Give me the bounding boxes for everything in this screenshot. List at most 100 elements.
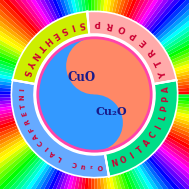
Text: A: A <box>32 132 40 140</box>
Wedge shape <box>94 55 189 94</box>
Circle shape <box>66 94 123 151</box>
Wedge shape <box>94 94 157 189</box>
Wedge shape <box>94 11 189 94</box>
Text: T: T <box>153 58 164 67</box>
Wedge shape <box>0 94 94 189</box>
Text: T: T <box>20 103 27 109</box>
Wedge shape <box>94 94 189 152</box>
Wedge shape <box>94 94 189 178</box>
Wedge shape <box>0 0 94 94</box>
Wedge shape <box>0 28 94 94</box>
Text: A: A <box>142 138 153 149</box>
Wedge shape <box>94 0 104 94</box>
Text: Cu₂O: Cu₂O <box>96 106 127 117</box>
Text: P: P <box>161 96 171 102</box>
Wedge shape <box>94 94 189 99</box>
Wedge shape <box>0 94 94 189</box>
Wedge shape <box>94 0 152 94</box>
Wedge shape <box>0 94 94 182</box>
Wedge shape <box>90 94 94 189</box>
Wedge shape <box>24 94 94 189</box>
Text: ₂: ₂ <box>90 163 93 169</box>
Wedge shape <box>0 80 94 94</box>
Wedge shape <box>0 19 94 94</box>
Wedge shape <box>94 0 189 94</box>
Wedge shape <box>94 94 161 189</box>
Text: A: A <box>161 86 171 93</box>
Wedge shape <box>80 94 94 189</box>
Wedge shape <box>94 94 186 189</box>
Wedge shape <box>94 94 189 119</box>
Wedge shape <box>94 60 189 94</box>
Wedge shape <box>24 0 94 94</box>
Wedge shape <box>94 94 189 138</box>
Circle shape <box>66 38 123 94</box>
Wedge shape <box>94 94 148 189</box>
Wedge shape <box>0 15 94 94</box>
Wedge shape <box>7 0 94 94</box>
Wedge shape <box>94 94 124 189</box>
Wedge shape <box>0 90 94 94</box>
Wedge shape <box>94 94 189 189</box>
Wedge shape <box>94 0 189 94</box>
Wedge shape <box>0 94 94 109</box>
Wedge shape <box>94 94 178 189</box>
Wedge shape <box>32 94 94 189</box>
Polygon shape <box>94 38 151 151</box>
Wedge shape <box>65 94 94 189</box>
Wedge shape <box>75 0 94 94</box>
Text: I: I <box>154 124 163 131</box>
Wedge shape <box>94 94 109 189</box>
Wedge shape <box>94 94 189 189</box>
Wedge shape <box>0 94 94 189</box>
Wedge shape <box>105 80 178 176</box>
Wedge shape <box>0 94 94 148</box>
Wedge shape <box>11 94 94 189</box>
Wedge shape <box>0 94 94 134</box>
Text: CuO: CuO <box>67 71 95 84</box>
Text: O: O <box>96 163 103 169</box>
Text: S: S <box>21 68 31 77</box>
Text: Y: Y <box>24 59 35 68</box>
Wedge shape <box>0 94 94 138</box>
Wedge shape <box>94 0 157 94</box>
Wedge shape <box>94 94 189 189</box>
Text: H: H <box>42 35 53 46</box>
Wedge shape <box>94 0 189 94</box>
Text: F: F <box>28 125 35 132</box>
Wedge shape <box>80 0 94 94</box>
Wedge shape <box>94 0 129 94</box>
Wedge shape <box>0 3 94 94</box>
Wedge shape <box>94 94 189 186</box>
Wedge shape <box>0 24 94 94</box>
Wedge shape <box>28 0 94 94</box>
Text: C: C <box>148 131 159 141</box>
Wedge shape <box>51 94 94 189</box>
Text: I: I <box>70 21 75 31</box>
Wedge shape <box>37 94 94 189</box>
Text: T: T <box>35 42 46 52</box>
Wedge shape <box>94 94 189 104</box>
Wedge shape <box>85 0 94 94</box>
Wedge shape <box>90 0 94 94</box>
Wedge shape <box>0 0 94 94</box>
Wedge shape <box>94 94 189 109</box>
Text: S: S <box>78 19 86 29</box>
Wedge shape <box>0 11 94 94</box>
Wedge shape <box>94 0 99 94</box>
Wedge shape <box>94 94 99 189</box>
Wedge shape <box>0 94 94 152</box>
Wedge shape <box>19 0 94 94</box>
Wedge shape <box>70 94 94 189</box>
Wedge shape <box>60 94 94 189</box>
Wedge shape <box>0 85 94 94</box>
Text: L: L <box>57 154 63 161</box>
Text: Y: Y <box>158 70 169 79</box>
Wedge shape <box>19 94 94 189</box>
Wedge shape <box>94 94 170 189</box>
Wedge shape <box>0 94 94 119</box>
Wedge shape <box>94 0 174 94</box>
Wedge shape <box>94 94 114 189</box>
Wedge shape <box>94 37 189 94</box>
Text: E: E <box>138 37 149 47</box>
